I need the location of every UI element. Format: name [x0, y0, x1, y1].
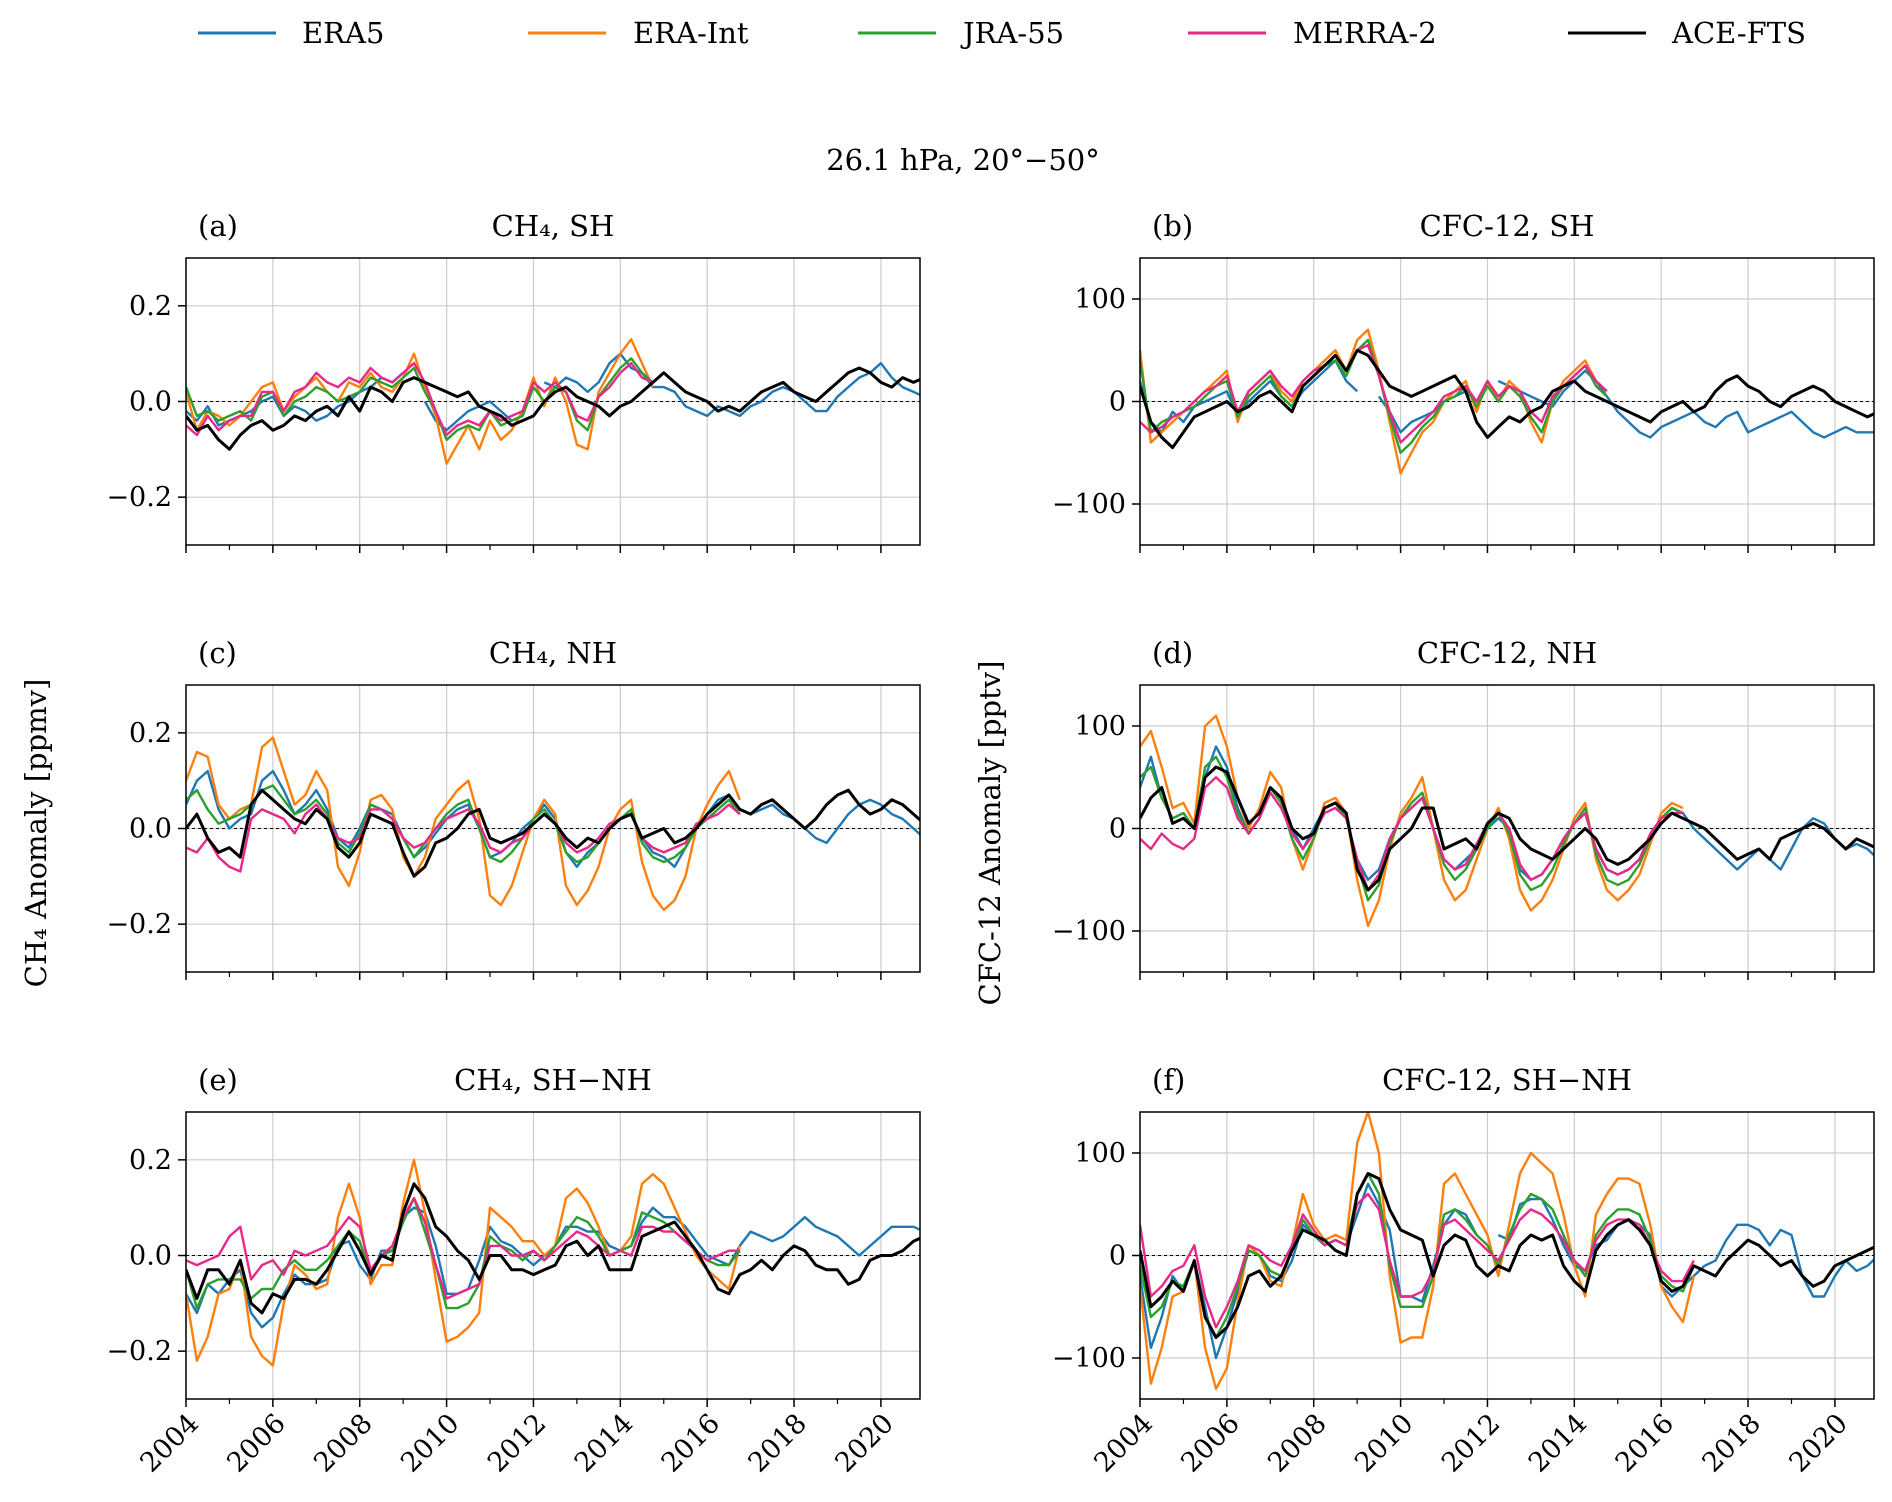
y-tick-label: 0.0 [129, 814, 172, 845]
legend-item-merra-2: MERRA-2 [1188, 16, 1437, 50]
legend-label-era-int: ERA-Int [633, 16, 749, 50]
legend-item-ace-fts: ACE-FTS [1568, 16, 1806, 50]
series-line-merra-2 [186, 1196, 740, 1300]
y-tick-label: −0.2 [106, 909, 172, 940]
series-line-era-int [186, 1158, 741, 1367]
panel-label: (f) [1152, 1063, 1185, 1097]
x-tick-label: 2014 [1523, 1408, 1594, 1479]
legend-label-ace-fts: ACE-FTS [1671, 16, 1806, 50]
panel-label: (c) [198, 636, 237, 670]
ylabel-ch4: CH₄ Anomaly [ppmv] [19, 679, 53, 988]
series-line-jra-55 [1140, 1172, 1695, 1339]
x-tick-label: 2004 [134, 1408, 205, 1479]
x-tick-label: 2006 [221, 1408, 292, 1479]
legend-item-jra-55: JRA-55 [858, 16, 1064, 50]
x-tick-label: 2014 [569, 1408, 640, 1479]
panel-d: −100 0 100 (d) CFC-12, NH [1052, 636, 1875, 980]
y-tick-label: 0.0 [129, 1241, 172, 1272]
panel-label: (e) [198, 1063, 238, 1097]
x-tick-label: 2020 [829, 1408, 900, 1479]
y-tick-label: 0.2 [129, 1145, 172, 1176]
series-line-era-int [186, 736, 741, 911]
series-line-merra-2 [1140, 343, 1608, 444]
x-tick-label: 2016 [656, 1408, 727, 1479]
ylabel-cfc: CFC-12 Anomaly [pptv] [973, 661, 1007, 1006]
panel-a: −0.2 0.0 0.2 (a) CH₄, SH [106, 209, 921, 553]
legend-item-era-int: ERA-Int [528, 16, 749, 50]
y-tick-label: 0.2 [129, 291, 172, 322]
y-tick-label: −0.2 [106, 1336, 172, 1367]
series-line-ace-fts [186, 1182, 920, 1315]
panel-label: (b) [1152, 209, 1193, 243]
y-tick-label: 0.2 [129, 718, 172, 749]
series-group [186, 736, 920, 911]
x-tick-label: 2006 [1175, 1408, 1246, 1479]
y-tick-label: 0 [1109, 814, 1126, 845]
y-tick-label: 0 [1109, 387, 1126, 418]
panel-title: CH₄, SH [492, 209, 615, 243]
y-tick-label: 100 [1074, 284, 1126, 315]
legend-item-era5: ERA5 [198, 16, 384, 50]
panel-title: CFC-12, SH [1420, 209, 1595, 243]
x-tick-label: 2018 [1696, 1408, 1767, 1479]
series-line-era-int [1140, 328, 1608, 475]
series-line-jra-55 [186, 1196, 741, 1310]
series-line-era-int [1140, 1112, 1695, 1390]
x-tick-label: 2020 [1783, 1408, 1854, 1479]
series-group [1140, 328, 1874, 475]
legend-label-jra-55: JRA-55 [960, 16, 1064, 50]
legend-label-era5: ERA5 [302, 16, 384, 50]
x-tick-label: 2008 [1262, 1408, 1333, 1479]
y-tick-label: −100 [1052, 916, 1126, 947]
series-group [1140, 714, 1874, 928]
y-tick-label: −100 [1052, 1343, 1126, 1374]
y-tick-label: −100 [1052, 489, 1126, 520]
panel-b: −100 0 100 (b) CFC-12, SH [1052, 209, 1875, 553]
series-line-ace-fts [1140, 765, 1874, 892]
series-group [186, 338, 920, 465]
panel-label: (d) [1152, 636, 1193, 670]
series-group [186, 1158, 920, 1367]
legend: ERA5 ERA-Int JRA-55 MERRA-2 ACE-FTS [198, 16, 1806, 50]
x-tick-label: 2010 [395, 1408, 466, 1479]
series-group [1140, 1112, 1874, 1390]
y-tick-label: 0 [1109, 1241, 1126, 1272]
x-tick-label: 2010 [1349, 1408, 1420, 1479]
series-line-era-int [1140, 714, 1684, 928]
panel-label: (a) [198, 209, 238, 243]
x-tick-label: 2012 [482, 1408, 553, 1479]
series-line-merra-2 [186, 362, 654, 437]
x-tick-label: 2018 [742, 1408, 813, 1479]
panel-f: −100 0 100 2004 2006 2008 2010 2012 2014 2016 2018… [1052, 1063, 1875, 1479]
x-tick-label: 2008 [308, 1408, 379, 1479]
y-tick-label: −0.2 [106, 482, 172, 513]
series-line-ace-fts [186, 788, 920, 878]
series-line-era5 [1140, 359, 1874, 439]
series-line-ace-fts [1140, 1172, 1874, 1339]
panel-title: CH₄, SH−NH [454, 1063, 652, 1097]
y-tick-label: 100 [1074, 711, 1126, 742]
series-line-merra-2 [1140, 1192, 1695, 1329]
x-tick-label: 2004 [1088, 1408, 1159, 1479]
panel-title: CH₄, NH [489, 636, 617, 670]
y-tick-label: 0.0 [129, 387, 172, 418]
series-line-era5 [186, 1206, 920, 1329]
panel-title: CFC-12, NH [1417, 636, 1597, 670]
legend-label-merra-2: MERRA-2 [1293, 16, 1437, 50]
figure-suptitle: 26.1 hPa, 20°−50° [826, 143, 1100, 177]
series-line-era5 [1140, 1182, 1874, 1360]
x-tick-label: 2016 [1610, 1408, 1681, 1479]
panel-title: CFC-12, SH−NH [1382, 1063, 1632, 1097]
series-line-ace-fts [1140, 348, 1874, 450]
series-line-jra-55 [186, 784, 741, 864]
y-tick-label: 100 [1074, 1138, 1126, 1169]
series-line-merra-2 [186, 803, 741, 873]
panel-c: −0.2 0.0 0.2 (c) CH₄, NH [106, 636, 921, 980]
x-tick-label: 2012 [1436, 1408, 1507, 1479]
series-line-ace-fts [186, 366, 920, 451]
